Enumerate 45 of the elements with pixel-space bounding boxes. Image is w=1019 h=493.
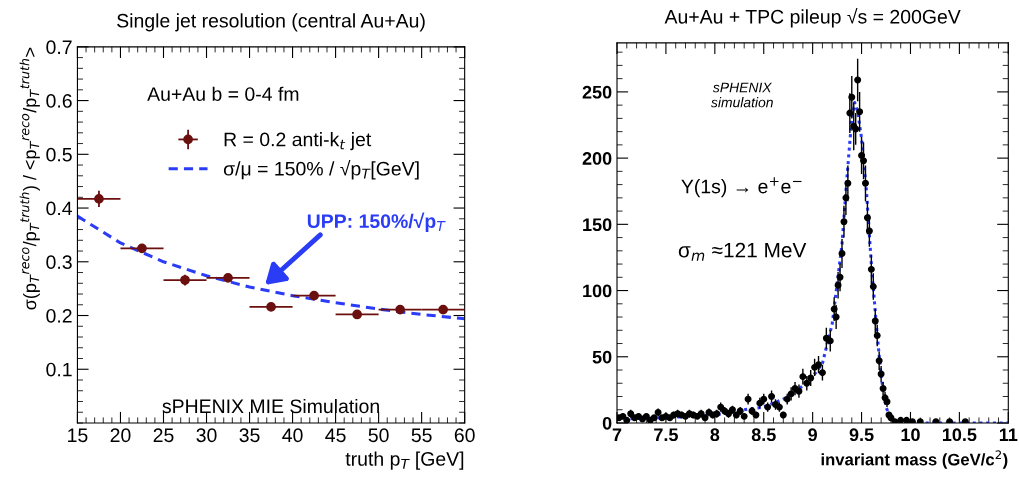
- legend-label: R = 0.2 anti-k$_{t}$ jet: [224, 132, 372, 151]
- x-tick-label: 8.5: [751, 428, 776, 442]
- x-tick-label: 9: [808, 428, 817, 442]
- x-tick-label: 11: [999, 428, 1018, 441]
- x-tick-label: 7: [612, 428, 622, 441]
- annotation: sPHENIX simulation: [710, 82, 773, 108]
- y-tick-label: 50: [592, 350, 612, 364]
- y-tick-label: 0.7: [46, 40, 72, 55]
- annotation: UPP: 150%/√p$_{T}$: [307, 212, 446, 232]
- x-tick-label: 35: [239, 428, 260, 443]
- y-tick-label: 0.3: [46, 255, 72, 270]
- x-tick-label: 25: [153, 428, 174, 443]
- y-tick-label: 200: [582, 152, 612, 165]
- text: σ(p$_{T}$$^{reco}$/p$_{T}$$^{truth}$) / <p$_{T}$$^{reco}$/p$_{T}$$^{truth}$>: [19, 47, 40, 310]
- y-tick-label: 0.2: [46, 308, 72, 323]
- x-tick-label: 40: [282, 428, 303, 443]
- chart-title: Single jet resolution (central Au+Au): [117, 13, 425, 32]
- y-tick-label: 150: [583, 218, 612, 232]
- x-tick-label: 10: [901, 428, 920, 442]
- x-tick-label: 10.5: [942, 428, 977, 442]
- x-axis-title: invariant mass (GeV/c$^{2}$): [821, 450, 1008, 469]
- y-tick-label: 250: [582, 85, 612, 99]
- x-axis-title: truth p$_{T}$ [GeV]: [345, 451, 464, 470]
- chart-title: Au+Au + TPC pileup √s = 200GeV: [664, 8, 961, 28]
- annotation: Au+Au b = 0-4 fm: [147, 86, 299, 101]
- x-tick-label: 55: [411, 428, 432, 443]
- x-tick-label: 60: [454, 428, 475, 443]
- legend-label: σ/μ = 150% / √p$_{T}$[GeV]: [223, 160, 419, 180]
- annotation: Υ(1s) → e$^{+}$e$^{−}$: [681, 177, 802, 198]
- x-tick-label: 20: [110, 428, 131, 443]
- y-tick-label: 0: [602, 416, 612, 430]
- y-tick-label: 0.6: [46, 94, 72, 108]
- annotation: sPHENIX MIE Simulation: [162, 398, 379, 414]
- x-tick-label: 30: [196, 428, 217, 443]
- x-tick-label: 45: [325, 428, 346, 443]
- y-tick-label: 100: [583, 284, 612, 298]
- y-tick-label: 0.4: [46, 201, 73, 216]
- y-tick-label: 0.1: [46, 362, 72, 377]
- x-tick-label: 15: [68, 428, 88, 443]
- x-tick-label: 50: [368, 428, 389, 443]
- y-tick-label: 0.5: [46, 147, 72, 162]
- x-tick-label: 9.5: [849, 428, 874, 442]
- annotation: σ$_{m}$ ≈121 MeV: [678, 242, 807, 261]
- x-tick-label: 8: [710, 428, 720, 442]
- x-tick-label: 7.5: [654, 428, 678, 442]
